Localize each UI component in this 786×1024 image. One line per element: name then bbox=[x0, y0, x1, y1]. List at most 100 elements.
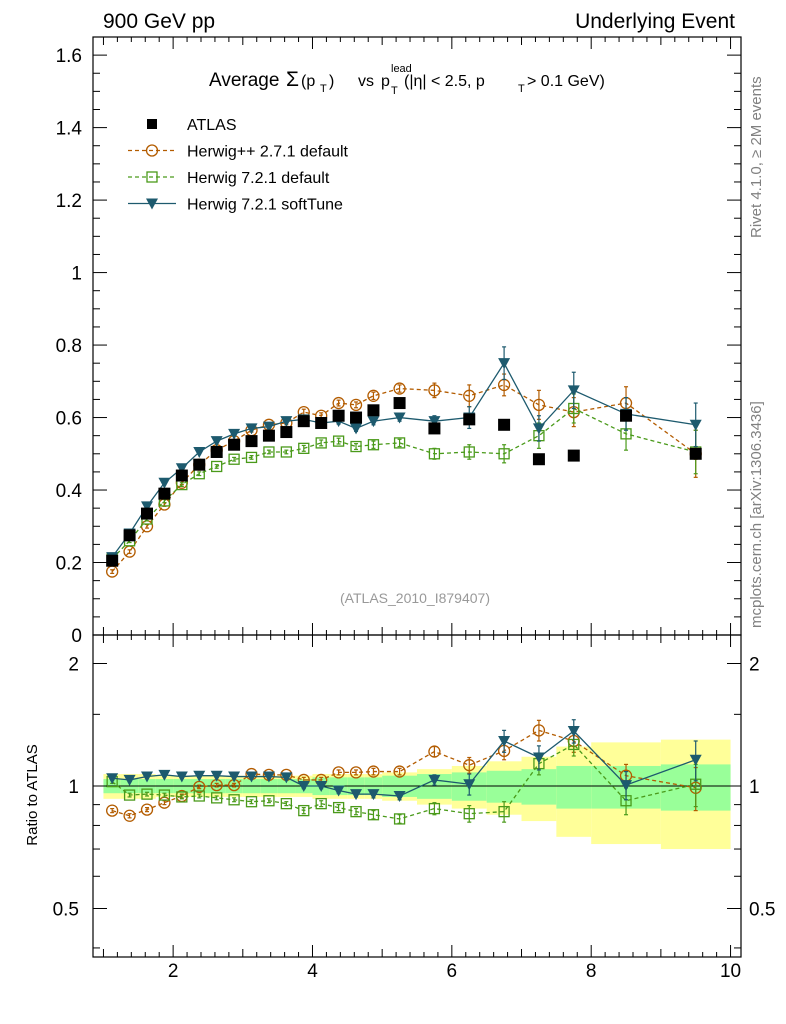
atlas-main-point bbox=[498, 418, 511, 431]
herwigpp-main-line bbox=[111, 384, 697, 573]
softtune-ratio-point bbox=[567, 726, 580, 738]
herwigpp-ratio-point bbox=[532, 724, 546, 737]
herwigpp-ratio-point bbox=[428, 745, 441, 758]
herwig721-ratio-point bbox=[228, 794, 240, 806]
herwig721-main-point bbox=[315, 437, 327, 449]
herwigpp-ratio-point bbox=[393, 765, 406, 778]
herwig721-ratio-point bbox=[350, 805, 362, 818]
atlas-main-point bbox=[297, 415, 310, 428]
herwig721-main-point bbox=[428, 448, 441, 460]
softtune-main-point bbox=[689, 419, 702, 431]
softtune-ratio-point bbox=[393, 790, 406, 802]
atlas-main-point bbox=[332, 409, 345, 422]
ratio-frame bbox=[92, 634, 742, 958]
main-y-tick-label: 1.6 bbox=[56, 46, 82, 67]
legend-marker bbox=[146, 171, 158, 183]
atlas-main-point bbox=[106, 554, 119, 567]
softtune-main-point bbox=[567, 385, 580, 397]
main-y-tick-label: 0.6 bbox=[56, 409, 82, 430]
atlas-main-point bbox=[210, 445, 223, 458]
softtune-main-point bbox=[498, 358, 511, 370]
rivet-label: Rivet 4.1.0, ≥ 2M events bbox=[748, 76, 765, 238]
herwigpp-ratio-point bbox=[332, 766, 345, 779]
softtune-main-point bbox=[158, 477, 171, 489]
herwigpp-main-point bbox=[393, 382, 406, 395]
herwig721-main-point bbox=[263, 446, 275, 458]
atlas-main-point bbox=[393, 397, 406, 410]
atlas-main-point bbox=[428, 422, 441, 435]
herwig721-ratio-point bbox=[463, 808, 475, 820]
herwig721-ratio-point bbox=[393, 813, 406, 825]
herwigpp-ratio-point bbox=[463, 759, 476, 772]
herwig721-main-point bbox=[498, 448, 510, 460]
softtune-ratio-point bbox=[158, 769, 171, 781]
atlas-main-point bbox=[620, 409, 633, 422]
herwig721-ratio-point bbox=[193, 790, 205, 802]
ratio-uncertainty-bands bbox=[93, 739, 741, 850]
series-layer bbox=[106, 346, 702, 825]
svg-text:Average Σ (p: Average Σ (p T ) vs p lead T (|η| < 2.5,… bbox=[209, 56, 605, 99]
softtune-ratio-point bbox=[141, 771, 153, 783]
legend-label: Herwig 7.2.1 softTune bbox=[187, 197, 343, 214]
herwig721-main-line bbox=[111, 407, 696, 560]
herwig721-main-point bbox=[298, 442, 310, 455]
softtune-ratio-point bbox=[228, 771, 241, 783]
ratio-y-tick-label-right: 0.5 bbox=[749, 899, 775, 920]
herwig721-ratio-point bbox=[141, 788, 153, 800]
x-tick-label: 2 bbox=[168, 961, 179, 982]
main-y-tick-label: 1.4 bbox=[56, 119, 83, 140]
herwig721-main-point bbox=[245, 451, 258, 464]
atlas-main-point bbox=[532, 453, 545, 466]
herwig721-ratio-point bbox=[315, 797, 327, 810]
ratio-y-tick-label-right: 2 bbox=[749, 655, 760, 676]
herwigpp-ratio-point bbox=[123, 809, 136, 822]
softtune-ratio-point bbox=[498, 735, 511, 747]
legend-label: Herwig++ 2.7.1 default bbox=[187, 144, 349, 161]
softtune-main-point bbox=[280, 416, 293, 428]
herwig721-ratio-point bbox=[211, 792, 223, 804]
herwigpp-main-point bbox=[349, 398, 363, 412]
herwig721-ratio-point bbox=[245, 796, 258, 808]
softtune-ratio-point bbox=[463, 779, 476, 791]
softtune-main-point bbox=[210, 436, 223, 448]
legend-marker bbox=[147, 119, 157, 129]
series-softtune bbox=[106, 346, 702, 802]
atlas-main-point bbox=[280, 426, 293, 439]
softtune-main-point bbox=[262, 421, 275, 433]
herwig721-main-point bbox=[280, 446, 293, 458]
softtune-ratio-point bbox=[367, 789, 380, 801]
softtune-ratio-point bbox=[532, 752, 545, 764]
softtune-ratio-point bbox=[175, 771, 188, 783]
main-y-tick-label: 0.4 bbox=[56, 481, 83, 502]
x-tick-label: 10 bbox=[720, 961, 741, 982]
herwig721-ratio-point bbox=[298, 804, 310, 817]
herwigpp-main-point bbox=[532, 398, 546, 412]
mcplots-label: mcplots.cern.ch [arXiv:1306.3436] bbox=[748, 401, 765, 628]
herwigpp-ratio-point bbox=[140, 803, 154, 816]
softtune-ratio-point bbox=[332, 785, 345, 797]
herwig721-main-point bbox=[211, 460, 223, 473]
atlas-main-point bbox=[689, 447, 702, 460]
herwig721-main-point bbox=[393, 437, 406, 449]
ratio-band-inner bbox=[486, 770, 522, 803]
herwig721-ratio-line bbox=[111, 743, 696, 820]
ratio-y-tick-label-left: 1 bbox=[68, 777, 79, 798]
series-herwig721 bbox=[106, 393, 702, 825]
herwig721-main-point bbox=[350, 440, 362, 453]
herwigpp-main-point bbox=[367, 389, 380, 402]
softtune-ratio-point bbox=[315, 780, 328, 792]
softtune-main-point bbox=[228, 428, 241, 440]
legend-marker bbox=[146, 198, 158, 210]
atlas-main-point bbox=[141, 507, 153, 520]
plot-title: Average Σ (p T ) vs p lead T (|η| < 2.5,… bbox=[209, 56, 605, 99]
atlas-main-point bbox=[350, 411, 363, 424]
softtune-ratio-point bbox=[123, 774, 136, 786]
atlas-main-point bbox=[245, 435, 258, 448]
softtune-ratio-point bbox=[280, 772, 293, 784]
legend-item-herwigpp: Herwig++ 2.7.1 default bbox=[128, 144, 349, 161]
main-y-tick-label: 0.8 bbox=[56, 336, 82, 357]
atlas-main-point bbox=[228, 438, 241, 451]
atlas-main-point bbox=[175, 469, 188, 482]
softtune-main-point bbox=[393, 412, 406, 424]
